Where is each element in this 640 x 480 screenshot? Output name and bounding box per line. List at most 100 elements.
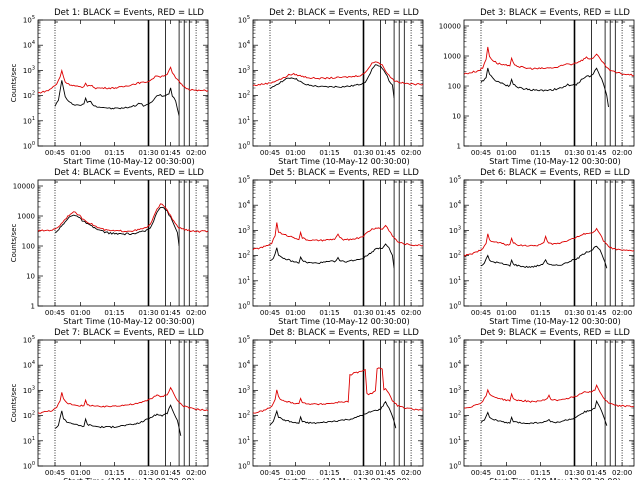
x-tick-label: 01:30: [564, 469, 584, 477]
x-tick-label: 01:15: [530, 309, 550, 317]
x-tick-label: 01:30: [353, 309, 373, 317]
chart-panel-6: Det 6: BLACK = Events, RED = LLD 00:45 01:…: [449, 168, 635, 326]
y-tick-label: 104: [23, 360, 35, 370]
y-tick-label: 102: [23, 91, 35, 101]
x-tick-label: 01:15: [104, 149, 124, 157]
y-tick-label: 105: [238, 335, 250, 345]
y-tick-label: 100: [449, 301, 461, 311]
x-tick-label: 00:45: [471, 309, 491, 317]
x-axis-label: Start Time (10-May-12 00:30:00): [63, 157, 194, 166]
plot-frame: [463, 19, 635, 147]
chart-panel-8: Det 8: BLACK = Events, RED = LLD 00:45 01:…: [238, 328, 424, 480]
x-tick-label: 01:30: [138, 149, 158, 157]
x-tick-label: 01:45: [161, 149, 181, 157]
y-tick-label: 101: [238, 436, 250, 446]
chart-title: Det 9: BLACK = Events, RED = LLD: [480, 328, 630, 338]
y-tick-label: 104: [449, 200, 461, 210]
x-tick-label: 01:00: [70, 309, 90, 317]
x-tick-label: 01:45: [161, 309, 181, 317]
events-series-line: [54, 404, 182, 436]
x-tick-label: 01:00: [285, 469, 305, 477]
x-axis-label: Start Time (10-May-12 00:30:00): [489, 317, 620, 326]
chart-title: Det 8: BLACK = Events, RED = LLD: [269, 328, 419, 338]
chart-title: Det 5: BLACK = Events, RED = LLD: [269, 168, 419, 178]
x-tick-label: 00:45: [45, 149, 65, 157]
x-tick-label: 01:00: [496, 469, 516, 477]
x-tick-label: 02:00: [186, 309, 206, 317]
x-tick-label: 01:15: [319, 469, 339, 477]
chart-title: Det 4: BLACK = Events, RED = LLD: [54, 168, 204, 178]
x-tick-label: 00:45: [260, 469, 280, 477]
x-tick-label: 01:30: [353, 149, 373, 157]
y-tick-label: 10: [26, 273, 35, 281]
x-tick-label: 01:30: [138, 469, 158, 477]
x-tick-label: 01:15: [104, 309, 124, 317]
x-tick-label: 01:30: [353, 469, 373, 477]
lld-series-line: [253, 367, 423, 414]
lld-series-line: [253, 222, 423, 251]
x-axis-label: Start Time (10-May-12 00:30:00): [63, 317, 194, 326]
x-tick-label: 01:15: [530, 469, 550, 477]
plot-frame: [252, 179, 424, 307]
y-tick-label: 1000: [17, 213, 35, 221]
chart-panel-2: Det 2: BLACK = Events, RED = LLD 00:45 01:…: [238, 8, 424, 166]
x-tick-label: 02:00: [186, 149, 206, 157]
events-series-line: [55, 206, 180, 247]
x-tick-label: 02:00: [186, 469, 206, 477]
x-tick-label: 02:00: [612, 309, 632, 317]
y-tick-label: 101: [449, 436, 461, 446]
chart-panel-5: Det 5: BLACK = Events, RED = LLD 00:45 01:…: [238, 168, 424, 326]
y-tick-label: 100: [23, 461, 35, 471]
lld-series-line: [464, 384, 634, 409]
y-tick-label: 103: [23, 385, 35, 395]
y-tick-label: 100: [238, 461, 250, 471]
y-tick-label: 100: [448, 83, 461, 91]
y-tick-label: 1: [31, 303, 35, 311]
x-tick-label: 01:15: [319, 149, 339, 157]
x-axis-label: Start Time (10-May-12 00:30:00): [278, 317, 409, 326]
lld-series-line: [253, 61, 423, 87]
x-tick-label: 02:00: [612, 149, 632, 157]
x-tick-label: 00:45: [471, 149, 491, 157]
x-tick-label: 01:30: [138, 309, 158, 317]
y-tick-label: 100: [238, 301, 250, 311]
chart-panel-4: Det 4: BLACK = Events, RED = LLD 00:45 01:…: [10, 168, 209, 326]
y-tick-label: 103: [238, 225, 250, 235]
x-tick-label: 01:30: [564, 309, 584, 317]
x-tick-label: 01:00: [70, 469, 90, 477]
x-tick-label: 01:00: [496, 149, 516, 157]
chart-title: Det 3: BLACK = Events, RED = LLD: [480, 8, 630, 18]
y-tick-label: 10: [452, 113, 461, 121]
plot-frame: [37, 19, 209, 147]
plot-frame: [463, 339, 635, 467]
y-tick-label: 103: [23, 65, 35, 75]
events-series-line: [269, 243, 395, 269]
x-axis-label: Start Time (10-May-12 00:30:00): [489, 157, 620, 166]
x-axis-label: Start Time (10-May-12 00:30:00): [278, 477, 409, 480]
x-tick-label: 01:15: [530, 149, 550, 157]
y-axis-label: Counts/sec: [10, 224, 18, 263]
x-tick-label: 01:45: [587, 309, 607, 317]
y-tick-label: 1000: [443, 53, 461, 61]
x-tick-label: 01:45: [376, 149, 396, 157]
chart-title: Det 1: BLACK = Events, RED = LLD: [54, 8, 204, 18]
y-axis-label: Counts/sec: [10, 384, 18, 423]
y-tick-label: 103: [238, 65, 250, 75]
y-tick-label: 103: [238, 385, 250, 395]
x-tick-label: 01:00: [285, 149, 305, 157]
x-axis-label: Start Time (10-May-12 00:30:00): [278, 157, 409, 166]
plot-frame: [252, 339, 424, 467]
y-tick-label: 100: [22, 243, 35, 251]
x-tick-label: 00:45: [260, 309, 280, 317]
x-tick-label: 01:30: [564, 149, 584, 157]
y-tick-label: 105: [449, 335, 461, 345]
x-tick-label: 01:00: [496, 309, 516, 317]
chart-panel-7: Det 7: BLACK = Events, RED = LLD 00:45 01:…: [10, 328, 209, 480]
lld-series-line: [464, 46, 634, 77]
x-tick-label: 02:00: [401, 469, 421, 477]
plot-frame: [37, 339, 209, 467]
y-tick-label: 105: [23, 15, 35, 25]
x-tick-label: 02:00: [401, 149, 421, 157]
events-series-line: [480, 245, 608, 269]
lld-series-line: [38, 386, 208, 414]
